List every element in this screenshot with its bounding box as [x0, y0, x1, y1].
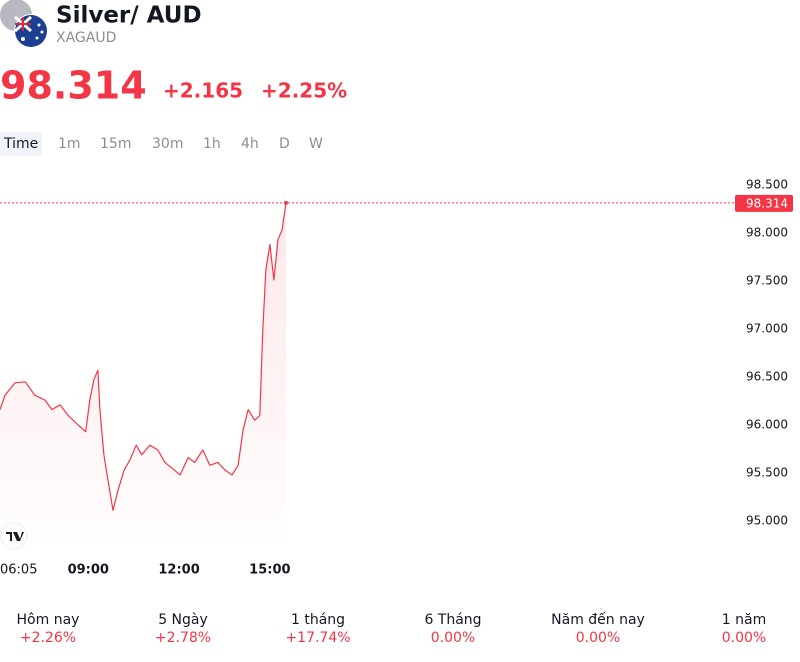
y-tick-label: 97.000: [746, 322, 788, 336]
period-label: 6 Tháng: [424, 612, 481, 628]
performance-cell[interactable]: 1 tháng +17.74%: [285, 612, 350, 646]
y-tick-label: 96.000: [746, 418, 788, 432]
performance-cell[interactable]: Hôm nay +2.26%: [17, 612, 80, 646]
period-change: +17.74%: [285, 630, 350, 646]
period-change: 0.00%: [576, 630, 620, 646]
period-change: +2.78%: [155, 630, 211, 646]
period-change: 0.00%: [722, 630, 766, 646]
y-tick-label: 97.500: [746, 274, 788, 288]
price-line: [0, 202, 287, 511]
period-change: 0.00%: [431, 630, 475, 646]
symbol-icon: [0, 0, 48, 48]
title: Silver/ AUD: [56, 3, 202, 29]
y-tick-label: 98.500: [746, 178, 788, 192]
time-tab[interactable]: 1m: [58, 136, 81, 152]
x-tick-label: 15:00: [249, 563, 290, 578]
time-tab[interactable]: D: [279, 136, 290, 152]
change-percent: +2.25%: [261, 79, 347, 103]
period-label: 5 Ngày: [158, 612, 208, 628]
y-tick-label: 96.500: [746, 370, 788, 384]
y-tick-label: 95.000: [746, 514, 788, 528]
tab-selected-bg: [0, 132, 42, 156]
time-tab[interactable]: Time: [3, 136, 38, 152]
symbol: XAGAUD: [56, 30, 116, 46]
y-tick-label: 95.500: [746, 466, 788, 480]
time-tab[interactable]: 4h: [241, 136, 259, 152]
x-tick-label: 09:00: [68, 563, 109, 578]
performance-cell[interactable]: 1 năm 0.00%: [722, 612, 766, 646]
period-label: 1 tháng: [291, 612, 345, 628]
x-tick-label: 06:05: [0, 563, 37, 578]
last-price-tag: [735, 194, 793, 212]
period-change: +2.26%: [20, 630, 76, 646]
price: 98.314: [0, 64, 147, 108]
last-point: [284, 200, 288, 205]
price-area: [0, 202, 286, 541]
performance-cell[interactable]: Năm đến nay 0.00%: [551, 611, 645, 646]
time-tab[interactable]: 30m: [152, 136, 183, 152]
period-label: Hôm nay: [17, 612, 80, 628]
time-tab[interactable]: 1h: [203, 136, 221, 152]
change: +2.165: [163, 79, 243, 103]
performance-cell[interactable]: 6 Tháng 0.00%: [424, 612, 481, 646]
performance-cell[interactable]: 5 Ngày +2.78%: [155, 612, 211, 646]
last-price-label: 98.314: [746, 196, 788, 210]
period-label: 1 năm: [722, 612, 766, 628]
period-label: Năm đến nay: [551, 611, 645, 628]
y-tick-label: 98.000: [746, 226, 788, 240]
time-tab[interactable]: 15m: [100, 136, 131, 152]
x-tick-label: 12:00: [158, 563, 199, 578]
time-tab[interactable]: W: [309, 136, 323, 152]
